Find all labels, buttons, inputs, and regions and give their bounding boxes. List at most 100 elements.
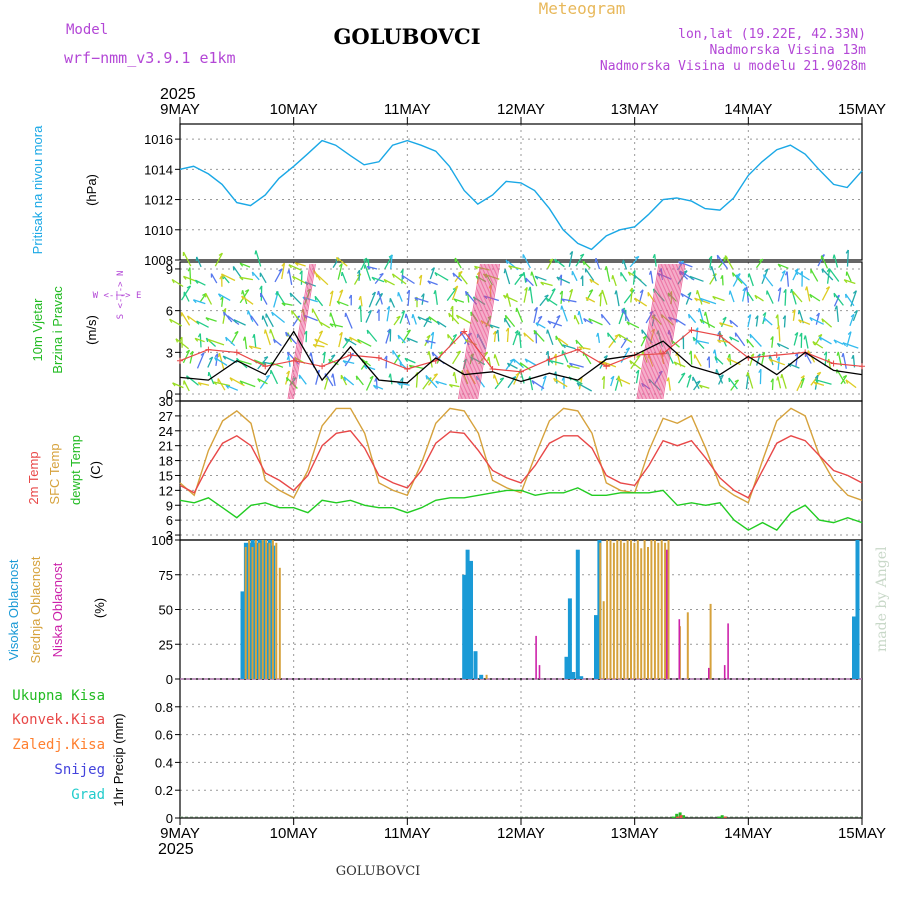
mid-cloud-bar <box>657 542 660 679</box>
y-tick-label: 0.8 <box>155 700 173 715</box>
wind-arrow-head <box>706 356 710 361</box>
wind-arrow-head <box>528 286 531 291</box>
wind-arrow-head <box>489 324 493 329</box>
wind-arrow-head <box>290 310 293 315</box>
wind-arrow-head <box>342 360 347 364</box>
wind-arrow <box>292 315 301 327</box>
wind-arrow <box>239 360 252 365</box>
wind-arrow <box>712 295 725 302</box>
wind-arrow <box>635 369 640 384</box>
wind-arrow-head <box>607 332 610 337</box>
mid-cloud-bar <box>623 542 626 679</box>
wind-arrow-head <box>505 259 509 265</box>
wind-arrow <box>798 319 811 326</box>
wind-arrow <box>405 313 411 326</box>
wind-arrow <box>504 269 511 285</box>
wind-arrow-head <box>502 294 507 299</box>
y-tick-label: 0.6 <box>155 728 173 743</box>
wind-arrow-head <box>355 375 358 381</box>
wind-arrow <box>821 255 829 269</box>
wind-arrow-head <box>417 316 421 321</box>
wind-arrow-head <box>263 329 266 334</box>
wind-arrow-head <box>735 274 738 279</box>
wind-arrow <box>375 377 378 390</box>
wind-arrow <box>414 297 429 303</box>
wind-arrow <box>365 375 374 391</box>
wind-arrow-head <box>618 333 622 339</box>
wind-arrow <box>453 372 458 384</box>
wind-arrow <box>840 375 848 385</box>
wind-arrow-head <box>538 315 543 319</box>
wind-arrow-head <box>241 290 244 295</box>
wind-arrow-head <box>248 345 253 350</box>
wind-arrow <box>695 327 699 345</box>
wind-arrow <box>555 371 558 384</box>
mid-cloud-bar <box>664 542 667 679</box>
wind-arrow-head <box>763 274 765 279</box>
wind-arrow <box>539 294 549 307</box>
x-tick-label-bottom: 9MAY <box>160 825 200 842</box>
wind-arrow <box>747 314 752 328</box>
wind-arrow-head <box>404 313 407 319</box>
wind-arrow <box>363 365 376 371</box>
wind-arrow-head <box>379 272 384 276</box>
wind-arrow <box>595 258 601 270</box>
wind-arrow-head <box>648 270 652 275</box>
y-tick-label: 50 <box>159 603 173 618</box>
wind-arrow <box>709 273 717 285</box>
wind-arrow <box>377 290 383 305</box>
wind-arrow <box>833 339 844 345</box>
wind-arrow-head <box>298 374 301 379</box>
y-tick-label: 27 <box>159 409 173 424</box>
wind-arrow-head <box>588 289 594 293</box>
y-tick-label: 75 <box>159 568 173 583</box>
wind-arrow-head <box>512 358 516 363</box>
wind-arrow-head <box>265 374 270 378</box>
wind-arrow <box>793 332 799 346</box>
mid-cloud-bar <box>606 540 609 679</box>
wind-arrow <box>694 354 702 367</box>
wind-arrow <box>777 287 782 302</box>
wind-hatch <box>459 263 483 400</box>
wind-arrow <box>345 312 353 329</box>
wind-arrow-head <box>389 254 393 259</box>
wind-arrow <box>777 376 782 389</box>
wind-arrow-head <box>286 351 290 357</box>
wind-arrow-head <box>286 355 290 360</box>
wind-arrow-head <box>559 290 563 295</box>
wind-arrow-head <box>335 257 339 262</box>
wind-arrow-head <box>427 280 431 285</box>
wind-arrow <box>315 369 321 385</box>
wind-arrow-head <box>363 257 368 261</box>
wind-arrow <box>221 296 224 307</box>
wind-arrow <box>699 318 716 329</box>
wind-arrow <box>337 289 344 302</box>
wind-arrow <box>688 313 697 324</box>
wind-arrow <box>393 315 401 326</box>
wind-arrow <box>205 317 217 322</box>
wind-arrow-head <box>561 376 565 381</box>
wind-arrow-head <box>430 331 435 336</box>
wind-arrow <box>180 285 192 301</box>
wind-arrow-head <box>209 356 213 360</box>
wind-arrow <box>849 314 855 327</box>
wind-arrow-head <box>452 372 456 377</box>
wind-arrow-head <box>816 312 820 317</box>
wind-arrow-head <box>850 313 855 318</box>
wind-arrow-head <box>331 354 336 358</box>
wind-arrow-head <box>189 350 194 355</box>
wind-arrow <box>578 311 584 325</box>
wind-arrow-head <box>727 353 731 358</box>
wind-arrow-head <box>580 275 584 280</box>
wind-arrow-head <box>315 273 318 278</box>
wind-arrow-head <box>425 375 428 380</box>
low-cloud-bar <box>727 623 729 679</box>
wind-arrow-head <box>557 338 561 343</box>
wind-arrow-head <box>456 350 461 354</box>
wind-arrow <box>560 274 563 286</box>
wind-arrow-head <box>339 331 343 336</box>
precip-bar <box>720 815 724 818</box>
elevation-label: Nadmorska Visina 13m <box>709 43 866 58</box>
wind-arrow <box>366 329 378 342</box>
wind-arrow-head <box>776 343 781 348</box>
